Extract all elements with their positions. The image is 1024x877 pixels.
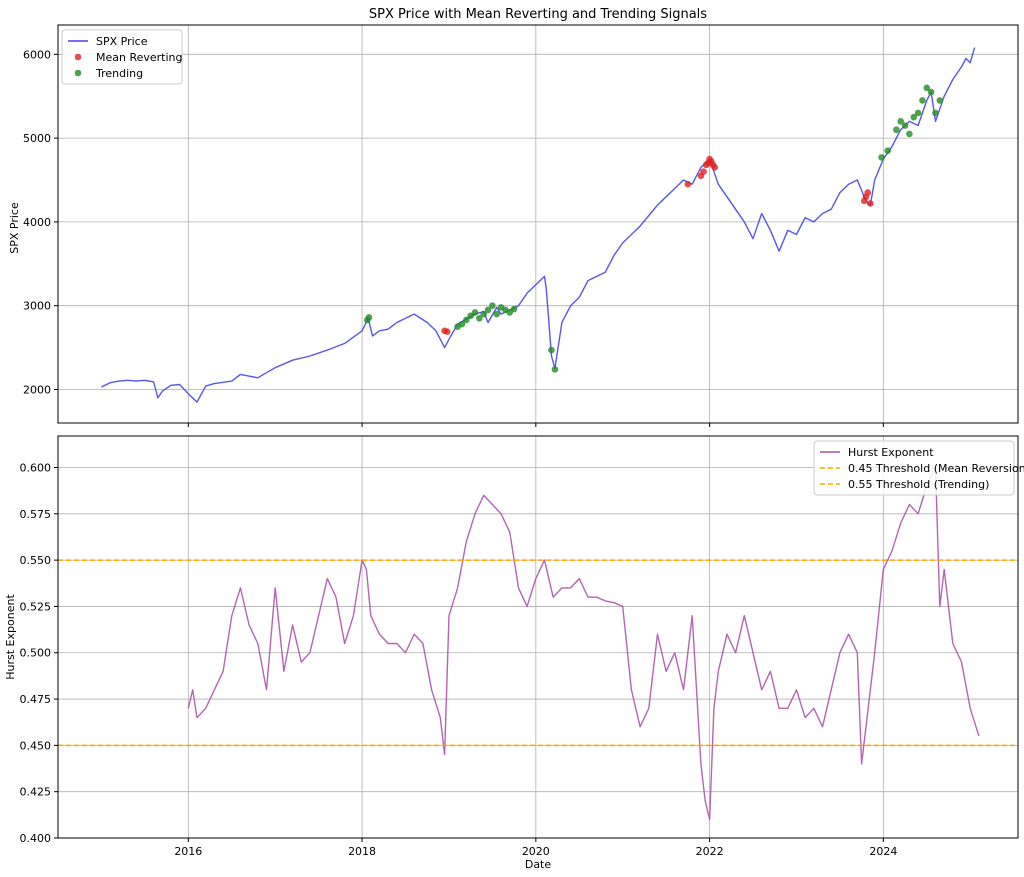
- price-series: [101, 47, 976, 403]
- trending-point: [893, 126, 900, 134]
- trending-point: [910, 113, 918, 121]
- y-tick-label: 0.525: [20, 600, 52, 613]
- x-tick-label: 2016: [174, 845, 202, 858]
- price-y-axis-label: SPX Price: [8, 202, 21, 254]
- x-tick-label: 2024: [869, 845, 897, 858]
- spx-price-line: [101, 47, 976, 403]
- trending-point: [471, 309, 479, 316]
- trending-point: [493, 310, 501, 318]
- trending-point: [878, 154, 885, 161]
- trending-point: [901, 122, 909, 129]
- mean-reverting-point: [684, 180, 692, 188]
- y-tick-label: 5000: [23, 132, 51, 145]
- price-x-ticks: [187, 423, 884, 427]
- y-tick-label: 0.450: [20, 739, 52, 752]
- trending-point: [923, 84, 931, 92]
- x-tick-label: 2020: [522, 845, 550, 858]
- hurst-exponent-line: [187, 466, 980, 821]
- price-legend: SPX Price Mean Reverting Trending: [61, 29, 183, 85]
- hurst-y-axis-label: Hurst Exponent: [4, 594, 17, 680]
- hurst-panel: 2016 2018 2020 2022 2024 0.400 0.425 0.450 0.47…: [4, 435, 1024, 871]
- trending-point: [914, 109, 922, 117]
- x-tick-label: 2018: [348, 845, 376, 858]
- hurst-axes-frame: [57, 435, 1019, 839]
- trending-point: [897, 118, 905, 125]
- hurst-exponent-legend-label: Hurst Exponent: [848, 446, 934, 459]
- mean-reverting-point: [700, 168, 707, 175]
- trending-point: [484, 306, 492, 314]
- trending-point: [919, 97, 926, 104]
- hurst-y-ticks: 0.400 0.425 0.450 0.475 0.500 0.525 0.550 0.575…: [20, 461, 58, 845]
- price-y-ticks: 2000 3000 4000 5000 6000: [23, 48, 58, 396]
- y-tick-label: 3000: [23, 300, 51, 313]
- hurst-x-axis-label: Date: [525, 858, 552, 871]
- hurst-x-ticks: 2016 2018 2020 2022 2024: [174, 838, 897, 858]
- trending-point: [906, 130, 913, 138]
- 0-55-threshold-trending-legend-label: 0.55 Threshold (Trending): [848, 478, 989, 491]
- legend-box: [813, 440, 1015, 496]
- mean-reverting-point: [867, 200, 874, 207]
- hurst-legend: Hurst Exponent 0.45 Threshold (Mean Rever…: [813, 440, 1024, 496]
- trending-point: [932, 109, 939, 117]
- trending-point: [510, 305, 518, 313]
- y-tick-label: 0.475: [20, 693, 52, 706]
- mean-reverting-legend-marker: [74, 53, 82, 61]
- price-chart-title: SPX Price with Mean Reverting and Trendi…: [369, 7, 707, 22]
- x-tick-label: 2022: [696, 845, 724, 858]
- trending-point: [365, 314, 373, 321]
- y-tick-label: 0.575: [20, 508, 52, 521]
- mean-reverting-legend-label: Mean Reverting: [96, 51, 183, 64]
- trending-point: [927, 88, 935, 96]
- trending-point: [551, 366, 559, 373]
- spx-price-legend-label: SPX Price: [96, 35, 148, 48]
- trending-point: [936, 97, 944, 104]
- mean-reverting-point: [864, 189, 872, 196]
- mean-reverting-point: [443, 328, 451, 335]
- trending-point: [884, 147, 891, 154]
- y-tick-label: 0.425: [20, 786, 52, 799]
- y-tick-label: 0.500: [20, 647, 52, 660]
- y-tick-label: 4000: [23, 216, 51, 229]
- trending-legend-label: Trending: [95, 67, 143, 80]
- 0-45-threshold-mean-reversion-legend-label: 0.45 Threshold (Mean Reversion): [848, 462, 1024, 475]
- y-tick-label: 0.600: [20, 461, 52, 474]
- trending-point: [480, 310, 488, 318]
- trending-legend-marker: [74, 69, 82, 77]
- y-tick-label: 6000: [23, 48, 51, 61]
- y-tick-label: 0.400: [20, 832, 52, 845]
- y-tick-label: 0.550: [20, 554, 52, 567]
- hurst-series: [58, 466, 1018, 821]
- legend-box: [61, 29, 183, 85]
- y-tick-label: 2000: [23, 383, 51, 396]
- price-axes-frame: [57, 24, 1019, 424]
- price-panel: SPX Price with Mean Reverting and Trendi…: [8, 7, 1019, 427]
- trending-point: [489, 302, 496, 309]
- trending-point: [463, 316, 470, 324]
- trending-point: [458, 320, 466, 328]
- trending-point: [548, 346, 555, 354]
- mean-reverting-point: [711, 164, 719, 171]
- trending-point: [476, 314, 483, 322]
- price-grid: [58, 25, 1018, 423]
